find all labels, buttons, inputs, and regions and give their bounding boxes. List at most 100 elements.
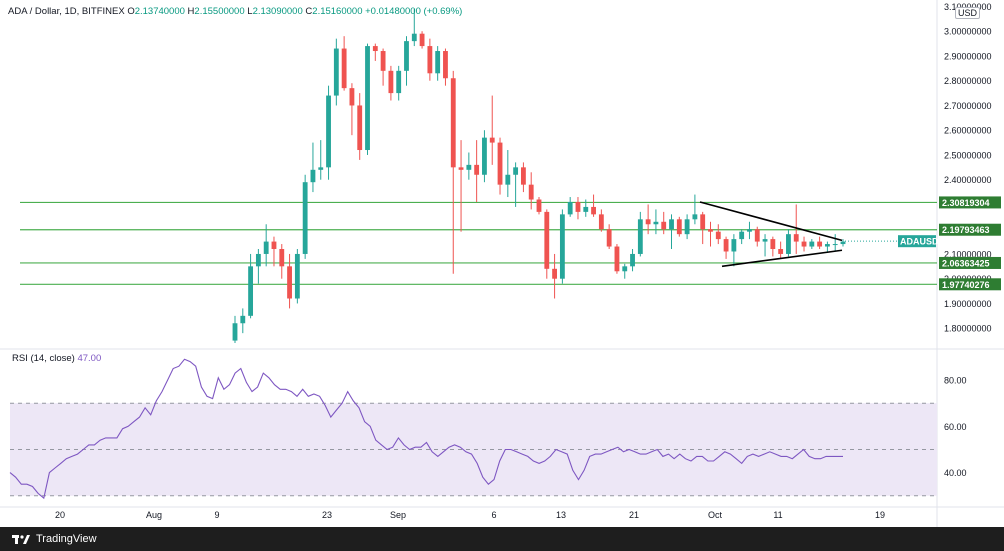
price-axis-tick: 2.90000000 — [944, 51, 992, 61]
candle-body — [559, 214, 565, 279]
candle-body — [739, 231, 745, 240]
ohlc-close: 2.15160000 — [312, 6, 363, 17]
candle-body — [653, 221, 659, 225]
rsi-axis-tick: 80.00 — [944, 376, 967, 386]
candle-body — [388, 70, 394, 94]
candle-body — [474, 164, 480, 175]
candle-body — [396, 70, 402, 94]
time-axis-tick: Sep — [390, 510, 406, 520]
candle-body — [349, 88, 355, 106]
candle-body — [427, 46, 433, 74]
candle-body — [341, 48, 347, 89]
candle-body — [723, 239, 729, 252]
candle-body — [778, 249, 784, 254]
rsi-axis-tick: 40.00 — [944, 468, 967, 478]
candle-body — [497, 142, 503, 185]
ohlc-open-label: O — [127, 6, 135, 17]
candle-body — [310, 169, 316, 183]
level-price-label-bg — [939, 256, 1001, 269]
time-axis-tick: Aug — [146, 510, 162, 520]
time-axis-tick: 11 — [773, 510, 782, 520]
candle-body — [482, 137, 487, 175]
candle-body — [832, 244, 838, 246]
footer-bar: TradingView — [0, 527, 1004, 551]
candle-body — [458, 167, 464, 170]
candle-body — [443, 51, 448, 79]
currency-badge[interactable]: USD — [955, 7, 981, 19]
candle-body — [528, 184, 534, 200]
candle-body — [793, 234, 799, 242]
candle-body — [700, 214, 706, 230]
candle-body — [255, 253, 261, 267]
candle-body — [279, 249, 285, 267]
candle-body — [754, 229, 760, 242]
time-axis-tick: 21 — [629, 510, 639, 520]
time-axis-tick: Oct — [708, 510, 723, 520]
time-axis-tick: 13 — [556, 510, 566, 520]
candle-body — [692, 214, 698, 220]
symbol-header: ADA / Dollar, 1D, BITFINEX O2.13740000 H… — [8, 6, 462, 17]
price-axis-tick: 2.50000000 — [944, 150, 992, 160]
candle-body — [372, 46, 378, 52]
price-axis-tick: 2.40000000 — [944, 175, 992, 185]
candle-body — [645, 219, 651, 225]
rsi-value: 47.00 — [77, 353, 102, 364]
candle-body — [661, 221, 667, 230]
candle-body — [513, 167, 519, 175]
candle-body — [786, 234, 791, 254]
candle-body — [435, 51, 441, 74]
candle-body — [287, 266, 292, 299]
candle-body — [232, 323, 238, 341]
candle-body — [669, 219, 674, 230]
candle-body — [326, 95, 331, 168]
time-axis-tick: 20 — [55, 510, 65, 520]
candle-body — [489, 137, 495, 143]
price-axis-tick: 2.10000000 — [944, 249, 992, 259]
chart-canvas[interactable]: 3.10000000 3.00000000 2.90000000 2.80000000… — [0, 0, 1004, 527]
candle-body — [505, 174, 511, 185]
candle-body — [840, 241, 846, 245]
candle-body — [731, 239, 737, 252]
candle-body — [248, 266, 254, 316]
candle-body — [809, 241, 815, 247]
candle-body — [271, 241, 277, 250]
price-axis-tick: 1.90000000 — [944, 299, 992, 309]
candle-body — [637, 219, 643, 254]
rsi-axis-tick: 60.00 — [944, 422, 967, 432]
candle-body — [747, 229, 752, 232]
candle-body — [583, 206, 589, 212]
triangle-upper-trendline — [699, 201, 843, 242]
candle-body — [240, 315, 246, 324]
rsi-header: RSI (14, close) 47.00 — [12, 353, 101, 364]
candle-body — [762, 239, 768, 242]
level-price-label-bg — [939, 223, 1001, 236]
symbol-price-label-bg — [898, 235, 936, 248]
price-axis-tick: 2.70000000 — [944, 101, 992, 111]
level-price-label: 2.19793463 — [942, 225, 990, 235]
ohlc-low: 2.13090000 — [252, 6, 303, 17]
candle-body — [411, 33, 417, 42]
candle-body — [357, 105, 363, 151]
candle-body — [419, 33, 425, 47]
candle-body — [824, 244, 830, 247]
candle-body — [622, 266, 628, 272]
candle-body — [466, 164, 472, 170]
tradingview-logo-icon[interactable] — [12, 533, 30, 545]
price-axis-tick: 3.00000000 — [944, 27, 992, 37]
candle-body — [715, 231, 721, 240]
candle-body — [536, 199, 542, 212]
symbol-price-label: ADAUSD — [900, 237, 939, 247]
candle-body — [598, 214, 604, 230]
level-price-label: 2.30819304 — [942, 198, 990, 208]
time-axis-tick: 23 — [322, 510, 332, 520]
symbol-title: ADA / Dollar, 1D, BITFINEX — [8, 6, 125, 17]
candle-body — [263, 241, 269, 254]
candle-body — [770, 239, 776, 250]
triangle-lower-trendline — [721, 249, 843, 268]
ohlc-open: 2.13740000 — [134, 6, 185, 17]
price-axis-tick: 1.80000000 — [944, 324, 992, 334]
candle-body — [630, 253, 635, 267]
rsi-series-line — [9, 358, 843, 500]
candle-body — [294, 253, 300, 299]
